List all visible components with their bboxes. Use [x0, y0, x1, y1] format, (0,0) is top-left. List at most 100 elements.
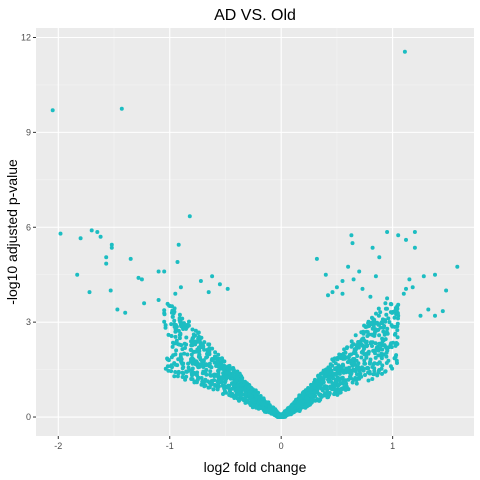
data-point — [373, 341, 378, 346]
data-point — [179, 343, 184, 348]
data-point — [337, 371, 342, 376]
data-point — [304, 388, 309, 393]
data-point — [390, 310, 395, 315]
data-point — [389, 302, 393, 307]
data-point — [383, 318, 387, 323]
data-point — [353, 362, 358, 367]
data-point — [316, 398, 321, 403]
data-point — [172, 374, 177, 379]
data-point — [328, 366, 332, 371]
data-point — [210, 357, 215, 361]
data-point — [355, 365, 360, 370]
data-point — [245, 398, 250, 403]
data-point — [337, 367, 342, 372]
data-point — [325, 369, 330, 374]
data-point — [177, 312, 182, 317]
data-point — [115, 307, 120, 312]
data-point — [247, 392, 252, 397]
data-point — [176, 369, 181, 374]
data-point — [379, 351, 384, 356]
data-point — [335, 392, 340, 397]
data-point — [207, 352, 212, 357]
data-point — [393, 355, 398, 359]
data-point — [198, 279, 203, 283]
data-point — [306, 401, 311, 405]
data-point — [330, 387, 335, 392]
data-point — [339, 376, 344, 381]
data-point — [371, 362, 376, 367]
data-point — [173, 362, 178, 367]
data-point — [142, 301, 147, 306]
data-point — [345, 367, 350, 372]
data-point — [383, 301, 388, 306]
data-point — [363, 361, 368, 366]
data-point — [205, 347, 210, 352]
data-point — [426, 307, 431, 312]
data-point — [394, 358, 399, 363]
x-tick-label: 1 — [390, 441, 395, 451]
data-point — [257, 405, 262, 410]
data-point — [370, 332, 375, 337]
data-point — [216, 370, 221, 374]
data-point — [370, 377, 375, 381]
data-point — [213, 350, 218, 355]
data-point — [98, 234, 103, 239]
data-point — [180, 375, 185, 379]
data-point — [183, 346, 187, 350]
data-point — [320, 387, 325, 392]
data-point — [95, 230, 100, 234]
data-point — [276, 413, 281, 418]
data-point — [326, 376, 331, 380]
data-point — [178, 320, 183, 324]
data-point — [412, 245, 417, 250]
data-point — [289, 405, 293, 410]
data-point — [345, 360, 350, 365]
data-point — [190, 327, 195, 332]
data-point — [396, 233, 401, 238]
data-point — [388, 364, 393, 369]
data-point — [340, 279, 345, 283]
data-point — [440, 309, 445, 314]
data-point — [354, 358, 359, 363]
data-point — [187, 214, 192, 219]
data-point — [361, 329, 366, 334]
data-point — [372, 368, 377, 373]
data-point — [236, 387, 241, 391]
data-point — [309, 386, 313, 391]
data-point — [373, 327, 378, 332]
data-point — [176, 242, 181, 247]
data-point — [349, 233, 354, 238]
data-point — [235, 392, 240, 397]
data-point — [351, 357, 356, 361]
data-point — [200, 379, 205, 384]
data-point — [173, 352, 178, 357]
data-point — [228, 366, 233, 371]
data-point — [267, 404, 272, 409]
data-point — [263, 408, 268, 413]
data-point — [123, 310, 128, 315]
data-point — [319, 371, 324, 376]
data-point — [332, 392, 337, 397]
data-point — [182, 351, 187, 356]
data-point — [379, 343, 384, 348]
data-point — [396, 313, 401, 318]
data-point — [211, 387, 216, 392]
data-point — [368, 357, 373, 362]
data-point — [362, 358, 367, 363]
data-point — [385, 296, 390, 301]
data-point — [228, 374, 233, 379]
data-point — [187, 319, 191, 324]
data-point — [235, 371, 240, 376]
data-point — [395, 328, 400, 333]
data-point — [162, 269, 167, 274]
data-point — [243, 391, 248, 396]
data-point — [225, 286, 230, 291]
data-point — [344, 346, 349, 351]
data-point — [185, 352, 190, 357]
data-point — [119, 106, 124, 111]
data-point — [217, 282, 222, 287]
data-point — [156, 269, 161, 274]
chart-title: AD VS. Old — [214, 7, 296, 24]
data-point — [360, 337, 365, 342]
data-point — [402, 49, 407, 54]
